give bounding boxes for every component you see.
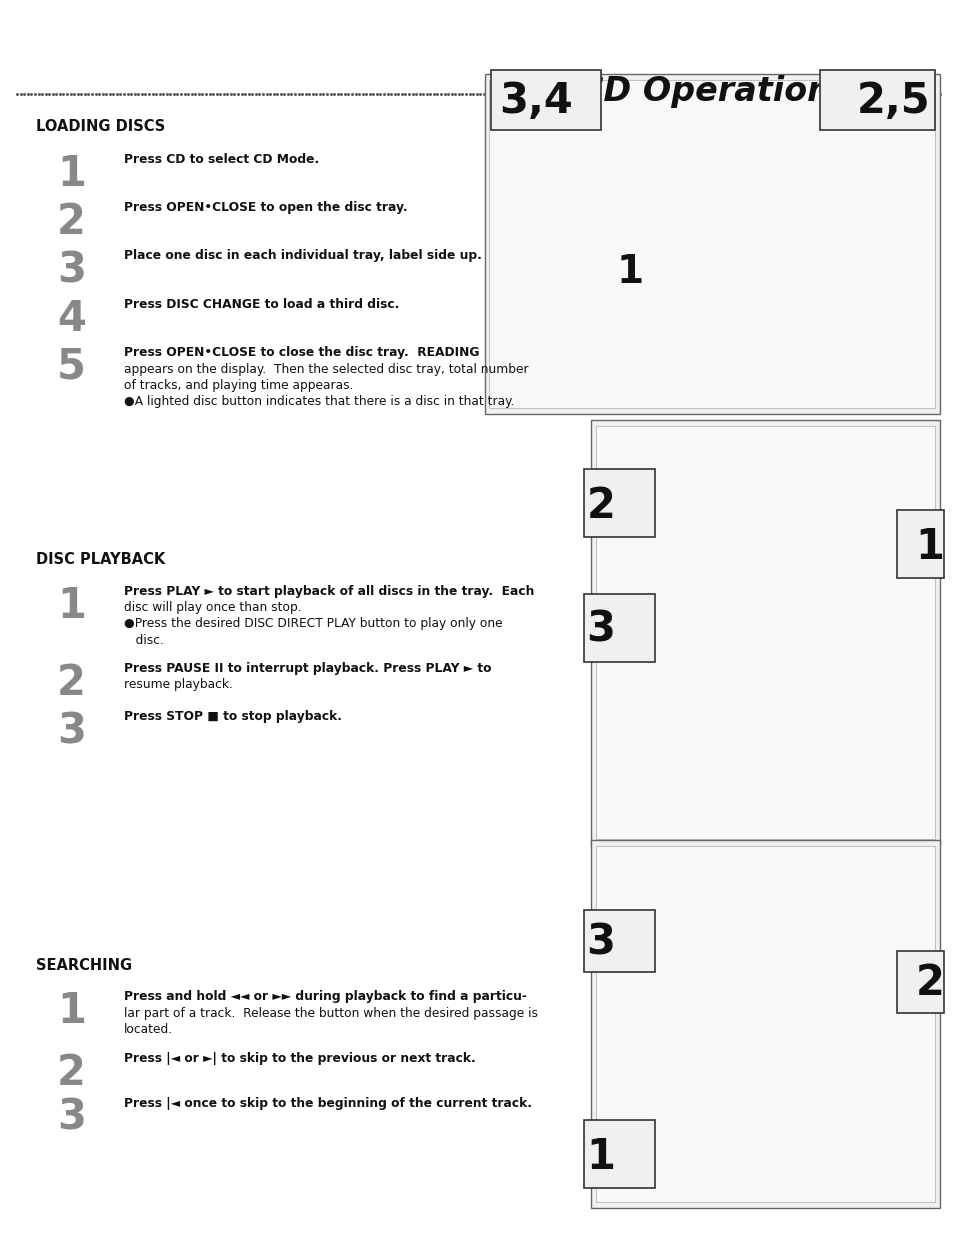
Text: Press and hold ◄◄ or ►► during playback to find a particu-: Press and hold ◄◄ or ►► during playback … [124, 990, 526, 1004]
Text: of tracks, and playing time appearas.: of tracks, and playing time appearas. [124, 379, 354, 393]
Text: 1: 1 [57, 585, 86, 627]
Text: Press OPEN•CLOSE to close the disc tray.  READING: Press OPEN•CLOSE to close the disc tray.… [124, 346, 479, 359]
Text: lar part of a track.  Release the button when the desired passage is: lar part of a track. Release the button … [124, 1007, 537, 1020]
Text: 1: 1 [616, 253, 642, 290]
Text: located.: located. [124, 1023, 172, 1036]
Text: SEARCHING: SEARCHING [36, 958, 132, 973]
Text: 4: 4 [57, 298, 86, 340]
Text: LOADING DISCS: LOADING DISCS [36, 119, 165, 133]
FancyBboxPatch shape [583, 910, 655, 972]
Text: 1: 1 [57, 990, 86, 1032]
FancyBboxPatch shape [820, 70, 934, 130]
Text: Press DISC CHANGE to load a third disc.: Press DISC CHANGE to load a third disc. [124, 298, 399, 311]
Text: Place one disc in each individual tray, label side up.: Place one disc in each individual tray, … [124, 249, 481, 263]
Text: 1: 1 [586, 1136, 615, 1178]
Text: 2: 2 [57, 1052, 86, 1094]
Text: resume playback.: resume playback. [124, 678, 233, 692]
FancyBboxPatch shape [484, 74, 939, 414]
Text: Press |◄ or ►| to skip to the previous or next track.: Press |◄ or ►| to skip to the previous o… [124, 1052, 476, 1066]
Text: 5: 5 [57, 346, 86, 388]
Text: 1: 1 [915, 526, 943, 568]
Text: Press CD to select CD Mode.: Press CD to select CD Mode. [124, 153, 319, 167]
FancyBboxPatch shape [583, 594, 655, 662]
Text: 2: 2 [915, 962, 943, 1004]
FancyBboxPatch shape [491, 70, 600, 130]
Text: disc will play once than stop.: disc will play once than stop. [124, 601, 301, 615]
Text: 3,4: 3,4 [498, 80, 572, 122]
Text: appears on the display.  Then the selected disc tray, total number: appears on the display. Then the selecte… [124, 363, 528, 377]
FancyBboxPatch shape [583, 1120, 655, 1188]
Text: 3: 3 [57, 249, 86, 291]
FancyBboxPatch shape [596, 846, 934, 1202]
Text: ●A lighted disc button indicates that there is a disc in that tray.: ●A lighted disc button indicates that th… [124, 395, 514, 409]
FancyBboxPatch shape [583, 469, 655, 537]
Text: 1: 1 [57, 153, 86, 195]
Text: ●Press the desired DISC DIRECT PLAY button to play only one: ●Press the desired DISC DIRECT PLAY butt… [124, 618, 502, 631]
FancyBboxPatch shape [896, 951, 943, 1013]
Text: 2: 2 [57, 662, 86, 704]
FancyBboxPatch shape [596, 426, 934, 839]
FancyBboxPatch shape [591, 420, 939, 845]
Text: DISC PLAYBACK: DISC PLAYBACK [36, 552, 165, 567]
Text: 3: 3 [586, 609, 615, 651]
FancyBboxPatch shape [896, 510, 943, 578]
Text: Press |◄ once to skip to the beginning of the current track.: Press |◄ once to skip to the beginning o… [124, 1097, 532, 1110]
Text: Press PAUSE II to interrupt playback. Press PLAY ► to: Press PAUSE II to interrupt playback. Pr… [124, 662, 491, 676]
Text: 3: 3 [57, 1097, 86, 1139]
Text: 3: 3 [586, 921, 615, 963]
Text: 2,5: 2,5 [856, 80, 929, 122]
Text: 2: 2 [586, 485, 615, 527]
Text: Press OPEN•CLOSE to open the disc tray.: Press OPEN•CLOSE to open the disc tray. [124, 201, 407, 215]
Text: 2: 2 [57, 201, 86, 243]
FancyBboxPatch shape [591, 840, 939, 1208]
Text: Press STOP ■ to stop playback.: Press STOP ■ to stop playback. [124, 710, 342, 724]
Text: disc.: disc. [124, 634, 164, 647]
Text: Press PLAY ► to start playback of all discs in the tray.  Each: Press PLAY ► to start playback of all di… [124, 585, 534, 599]
Text: 3: 3 [57, 710, 86, 752]
FancyBboxPatch shape [489, 80, 934, 408]
Text: CD Operations  17: CD Operations 17 [578, 75, 920, 109]
